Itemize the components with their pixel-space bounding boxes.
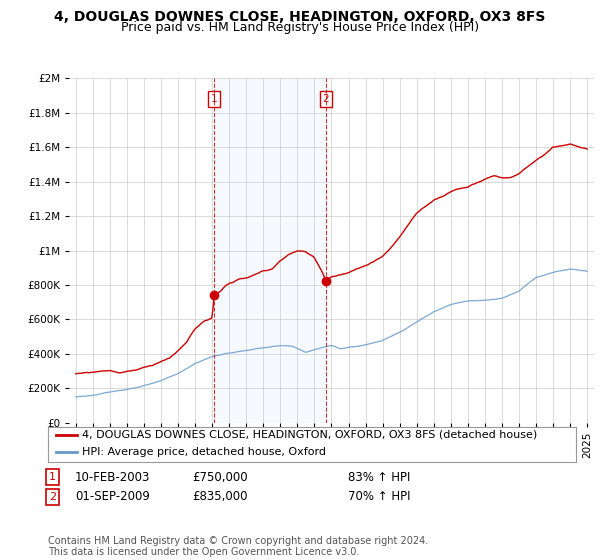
Text: £835,000: £835,000 — [192, 490, 248, 503]
Text: £750,000: £750,000 — [192, 470, 248, 484]
Text: 4, DOUGLAS DOWNES CLOSE, HEADINGTON, OXFORD, OX3 8FS (detached house): 4, DOUGLAS DOWNES CLOSE, HEADINGTON, OXF… — [82, 430, 538, 440]
Text: 1: 1 — [211, 94, 218, 104]
Text: Price paid vs. HM Land Registry's House Price Index (HPI): Price paid vs. HM Land Registry's House … — [121, 21, 479, 34]
Text: 01-SEP-2009: 01-SEP-2009 — [75, 490, 150, 503]
Text: Contains HM Land Registry data © Crown copyright and database right 2024.
This d: Contains HM Land Registry data © Crown c… — [48, 535, 428, 557]
Text: 2: 2 — [323, 94, 329, 104]
Text: 2: 2 — [49, 492, 56, 502]
Text: 83% ↑ HPI: 83% ↑ HPI — [348, 470, 410, 484]
Text: 70% ↑ HPI: 70% ↑ HPI — [348, 490, 410, 503]
Text: HPI: Average price, detached house, Oxford: HPI: Average price, detached house, Oxfo… — [82, 447, 326, 458]
Text: 4, DOUGLAS DOWNES CLOSE, HEADINGTON, OXFORD, OX3 8FS: 4, DOUGLAS DOWNES CLOSE, HEADINGTON, OXF… — [55, 10, 545, 24]
Text: 1: 1 — [49, 472, 56, 482]
Bar — [214, 78, 326, 423]
Text: 10-FEB-2003: 10-FEB-2003 — [75, 470, 151, 484]
